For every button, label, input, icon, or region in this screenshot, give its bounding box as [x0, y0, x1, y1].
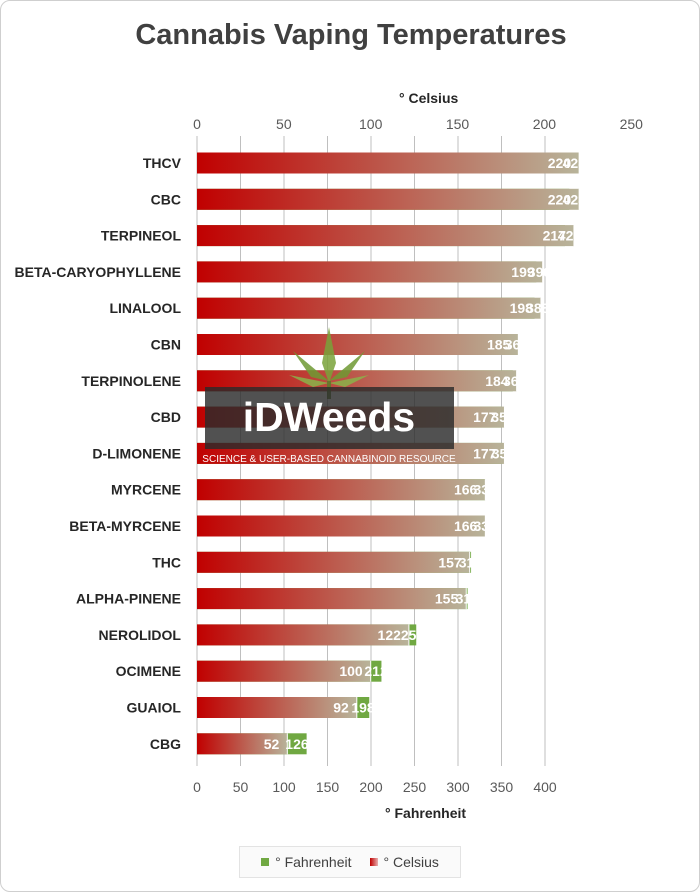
- bar-celsius: [197, 406, 505, 428]
- category-label: LINALOOL: [109, 300, 181, 316]
- bar-celsius: [197, 297, 541, 319]
- data-label-celsius: 184: [485, 373, 509, 389]
- category-label: CBC: [151, 191, 181, 207]
- category-label: NEROLIDOL: [99, 627, 182, 643]
- data-label-celsius: 199: [511, 264, 535, 280]
- x-bottom-tick-label: 150: [316, 779, 340, 795]
- legend-swatch-fahrenheit: [261, 858, 270, 866]
- x-top-tick-label: 250: [620, 116, 644, 132]
- data-label-fahrenheit: 252: [401, 627, 425, 643]
- data-label-fahrenheit: 351: [492, 445, 516, 461]
- data-label-fahrenheit: 126: [285, 736, 309, 752]
- legend-item-fahrenheit: ° Fahrenheit: [261, 854, 352, 870]
- bar-celsius: [197, 152, 580, 174]
- x-bottom-tick-label: 350: [490, 779, 514, 795]
- x-bottom-tick-label: 100: [272, 779, 296, 795]
- legend-label-fahrenheit: ° Fahrenheit: [275, 854, 352, 870]
- category-label: TERPINEOL: [101, 228, 182, 244]
- bar-celsius: [197, 660, 371, 682]
- data-label-fahrenheit: 212: [364, 663, 388, 679]
- data-label-celsius: 122: [378, 627, 402, 643]
- data-label-fahrenheit: 315: [459, 554, 483, 570]
- data-label-fahrenheit: 423: [558, 228, 582, 244]
- category-label: ALPHA-PINENE: [76, 591, 181, 607]
- data-label-fahrenheit: 350: [491, 409, 515, 425]
- data-label-celsius: 166: [454, 482, 478, 498]
- data-label-fahrenheit: 331: [473, 518, 497, 534]
- data-label-celsius: 220: [548, 191, 572, 207]
- bar-celsius: [197, 515, 486, 537]
- chart-legend: ° Fahrenheit ° Celsius: [239, 846, 461, 878]
- data-label-fahrenheit: 331: [473, 482, 497, 498]
- bar-celsius: [197, 188, 580, 210]
- data-label-fahrenheit: 365: [505, 337, 529, 353]
- legend-swatch-celsius: [369, 858, 378, 866]
- bars: [197, 152, 580, 755]
- x-top-tick-label: 50: [276, 116, 292, 132]
- data-label-fahrenheit: 428: [563, 155, 587, 171]
- data-label-celsius: 92: [333, 700, 349, 716]
- category-label: D-LIMONENE: [92, 445, 181, 461]
- x-bottom-axis-title: ° Fahrenheit: [385, 805, 467, 821]
- category-label: TERPINOLENE: [81, 373, 181, 389]
- bar-celsius: [197, 479, 486, 501]
- x-bottom-tick-label: 200: [359, 779, 383, 795]
- x-bottom-tick-label: 0: [193, 779, 201, 795]
- bar-celsius: [197, 551, 470, 573]
- data-label-celsius: 155: [435, 591, 459, 607]
- category-label: BETA-MYRCENE: [69, 518, 181, 534]
- x-top-tick-label: 150: [446, 116, 470, 132]
- bar-celsius: [197, 588, 467, 610]
- bar-celsius: [197, 624, 409, 646]
- category-label: CBN: [151, 337, 181, 353]
- bar-celsius: [197, 334, 519, 355]
- category-label: THC: [152, 554, 181, 570]
- x-bottom-tick-label: 50: [233, 779, 249, 795]
- category-label: GUAIOL: [127, 700, 182, 716]
- data-label-celsius: 198: [510, 300, 534, 316]
- data-label-celsius: 185: [487, 337, 511, 353]
- x-bottom-tick-label: 400: [533, 779, 557, 795]
- data-label-fahrenheit: 363: [503, 373, 527, 389]
- category-label: OCIMENE: [116, 663, 181, 679]
- data-label-celsius: 177: [473, 409, 497, 425]
- data-label-celsius: 100: [339, 663, 363, 679]
- data-label-celsius: 52: [264, 736, 280, 752]
- bar-celsius: [197, 697, 357, 718]
- labels: 0 50 100 150 200 250 300 350 400 0 50 100 150 200 250 T…: [15, 116, 644, 795]
- data-label-celsius: 157: [438, 554, 462, 570]
- x-top-axis-title: ° Celsius: [399, 90, 459, 106]
- chart-title: Cannabis Vaping Temperatures: [135, 19, 567, 51]
- x-top-tick-label: 0: [193, 116, 201, 132]
- category-label: BETA-CARYOPHYLLENE: [15, 264, 181, 280]
- x-top-tick-label: 200: [533, 116, 557, 132]
- bar-celsius: [197, 733, 288, 755]
- data-label-celsius: 166: [454, 518, 478, 534]
- x-top-tick-label: 100: [359, 116, 383, 132]
- category-label: CBD: [151, 409, 181, 425]
- bar-celsius: [197, 225, 574, 247]
- data-label-celsius: 177: [473, 445, 497, 461]
- category-label: THCV: [143, 155, 182, 171]
- category-label: CBG: [150, 736, 181, 752]
- data-label-celsius: 220: [548, 155, 572, 171]
- legend-item-celsius: ° Celsius: [369, 854, 439, 870]
- bar-celsius: [197, 442, 505, 464]
- data-label-celsius: 217: [543, 228, 567, 244]
- data-label-fahrenheit: 311: [456, 591, 479, 607]
- x-bottom-tick-label: 300: [446, 779, 470, 795]
- data-label-fahrenheit: 198: [351, 700, 375, 716]
- bar-celsius: [197, 261, 543, 283]
- category-label: MYRCENE: [111, 482, 181, 498]
- x-bottom-tick-label: 250: [403, 779, 427, 795]
- bar-celsius: [197, 370, 517, 392]
- legend-label-celsius: ° Celsius: [383, 854, 439, 870]
- data-label-fahrenheit: 390: [528, 264, 552, 280]
- data-label-fahrenheit: 428: [563, 191, 587, 207]
- data-label-fahrenheit: 388: [526, 300, 550, 316]
